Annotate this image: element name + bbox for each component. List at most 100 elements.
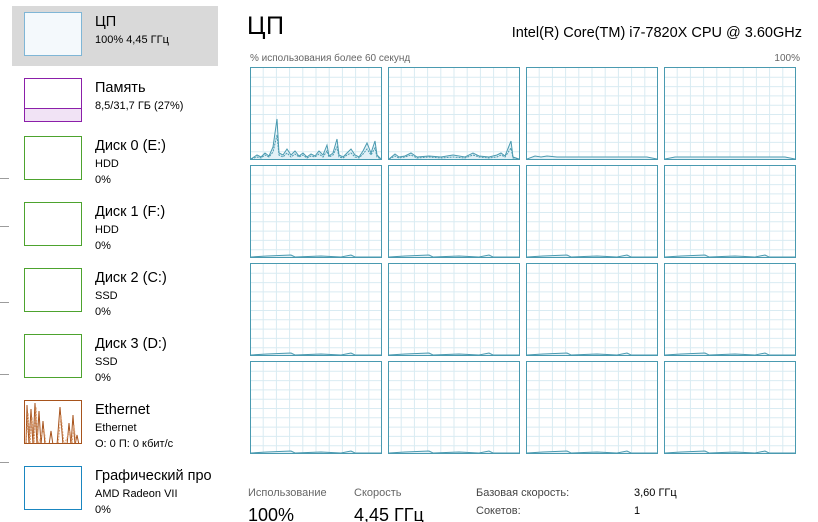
usage-line (527, 450, 657, 453)
usage-line (251, 118, 381, 159)
sidebar-item-percent: 0% (95, 372, 111, 384)
processor-usage-svg (527, 362, 657, 453)
logical-processor-graph (526, 165, 658, 258)
sidebar-item-gpu[interactable]: Графический про AMD Radeon VII 0% (12, 460, 218, 520)
sidebar-item-type: SSD (95, 290, 118, 302)
sidebar-item-type: HDD (95, 224, 119, 236)
kernel-time-line (251, 134, 381, 159)
disk-thumbnail (24, 202, 82, 246)
processor-usage-svg (665, 264, 795, 355)
memory-thumbnail (24, 78, 82, 122)
sockets-value: 1 (634, 505, 641, 517)
processor-usage-svg (389, 264, 519, 355)
processor-usage-svg (251, 166, 381, 257)
sidebar-item-label: Диск 3 (D:) (95, 336, 167, 352)
usage-line (251, 450, 381, 453)
usage-line (665, 254, 795, 257)
sidebar-item-disk-1[interactable]: Диск 1 (F:) HDD 0% (12, 196, 218, 256)
edge-divider (0, 462, 9, 477)
sidebar-item-detail: 8,5/31,7 ГБ (27%) (95, 100, 184, 112)
logical-processor-graph (250, 263, 382, 356)
gpu-thumbnail (24, 466, 82, 510)
logical-processor-graph (250, 165, 382, 258)
base-speed-value: 3,60 ГГц (634, 487, 677, 499)
sidebar-item-ethernet[interactable]: Ethernet Ethernet О: 0 П: 0 кбит/с (12, 394, 218, 454)
processor-usage-svg (665, 68, 795, 159)
processor-usage-svg (389, 68, 519, 159)
usage-line (665, 352, 795, 355)
logical-processor-graph (388, 165, 520, 258)
usage-line (665, 156, 795, 159)
usage-line (389, 254, 519, 257)
ethernet-thumbnail (24, 400, 82, 444)
usage-line (527, 155, 657, 159)
sidebar-item-percent: 0% (95, 240, 111, 252)
sidebar-item-disk-3[interactable]: Диск 3 (D:) SSD 0% (12, 328, 218, 388)
logical-processor-graph (388, 361, 520, 454)
usage-line (389, 140, 519, 159)
processor-usage-svg (389, 362, 519, 453)
sidebar-item-percent: 0% (95, 174, 111, 186)
logical-processor-graph (526, 67, 658, 160)
sidebar-item-label: Диск 1 (F:) (95, 204, 166, 220)
page-title: ЦП (247, 12, 285, 40)
usage-line (665, 450, 795, 453)
usage-line (527, 254, 657, 257)
usage-value: 100% (248, 505, 295, 522)
logical-processor-graph (388, 67, 520, 160)
edge-divider (0, 374, 9, 389)
sidebar-item-cpu[interactable]: ЦП 100% 4,45 ГГц (12, 6, 218, 66)
sidebar-item-label: Диск 2 (C:) (95, 270, 167, 286)
cpu-model-name: Intel(R) Core(TM) i7-7820X CPU @ 3.60GHz (511, 25, 802, 41)
logical-processor-graph (388, 263, 520, 356)
sidebar-item-label: Память (95, 80, 146, 96)
processor-usage-svg (665, 362, 795, 453)
sidebar-item-detail: 100% 4,45 ГГц (95, 34, 169, 46)
disk-thumbnail (24, 136, 82, 180)
logical-processor-graph (526, 263, 658, 356)
processor-usage-svg (389, 166, 519, 257)
sidebar-item-adapter: AMD Radeon VII (95, 488, 178, 500)
cpu-thumbnail (24, 12, 82, 56)
usage-line (389, 450, 519, 453)
processor-usage-svg (527, 264, 657, 355)
processor-usage-svg (251, 264, 381, 355)
speed-label: Скорость (354, 487, 402, 499)
speed-value: 4,45 ГГц (354, 505, 424, 522)
sidebar-item-label: ЦП (95, 14, 117, 30)
processor-usage-svg (527, 68, 657, 159)
logical-processor-graphs[interactable] (250, 67, 802, 462)
sidebar-item-type: HDD (95, 158, 119, 170)
logical-processor-graph (250, 361, 382, 454)
processor-usage-svg (251, 68, 381, 159)
sidebar-item-adapter: Ethernet (95, 422, 137, 434)
kernel-time-line (389, 146, 519, 159)
logical-processor-graph (526, 361, 658, 454)
logical-processor-graph (250, 67, 382, 160)
usage-line (251, 254, 381, 257)
usage-label: Использование (248, 487, 327, 499)
processor-usage-svg (527, 166, 657, 257)
sidebar-item-memory[interactable]: Память 8,5/31,7 ГБ (27%) (12, 72, 218, 132)
sidebar-item-percent: 0% (95, 504, 111, 516)
usage-line (389, 352, 519, 355)
sidebar-item-disk-0[interactable]: Диск 0 (E:) HDD 0% (12, 130, 218, 190)
processor-usage-svg (251, 362, 381, 453)
ethernet-activity-graph (25, 402, 80, 443)
disk-thumbnail (24, 334, 82, 378)
usage-area (251, 119, 381, 159)
logical-processor-graph (664, 67, 796, 160)
left-window-edge (0, 0, 12, 522)
sidebar-item-throughput: О: 0 П: 0 кбит/с (95, 438, 174, 450)
base-speed-label: Базовая скорость: (476, 487, 570, 499)
resource-sidebar: ЦП 100% 4,45 ГГц Память 8,5/31,7 ГБ (27%… (12, 0, 221, 522)
edge-divider (0, 226, 9, 241)
logical-processor-graph (664, 263, 796, 356)
sidebar-item-percent: 0% (95, 306, 111, 318)
edge-divider (0, 302, 9, 317)
sidebar-item-label: Диск 0 (E:) (95, 138, 166, 154)
sidebar-item-disk-2[interactable]: Диск 2 (C:) SSD 0% (12, 262, 218, 322)
usage-line (527, 352, 657, 355)
sidebar-item-label: Ethernet (95, 402, 150, 418)
sockets-label: Сокетов: (476, 505, 521, 517)
